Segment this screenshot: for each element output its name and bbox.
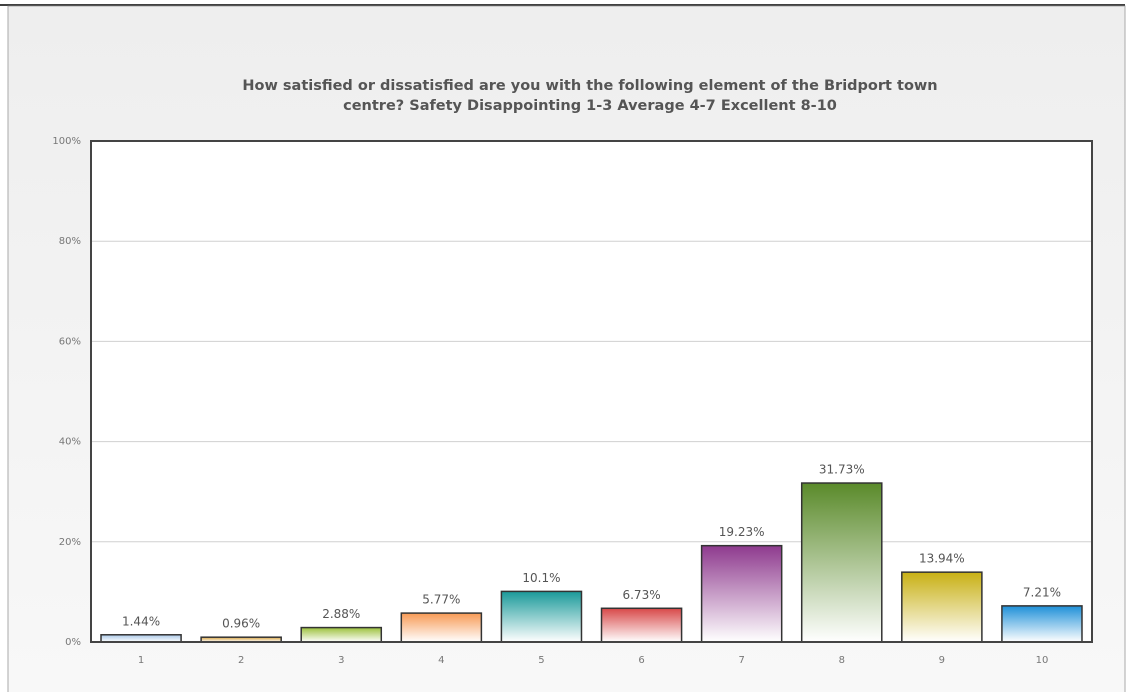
plot-area xyxy=(91,141,1092,642)
x-tick-label: 5 xyxy=(538,655,544,666)
value-label: 31.73% xyxy=(819,463,865,477)
x-tick-label: 1 xyxy=(138,655,144,666)
x-tick-label: 9 xyxy=(939,655,945,666)
x-tick-label: 6 xyxy=(638,655,644,666)
y-tick-label: 40% xyxy=(59,437,81,448)
x-tick-label: 10 xyxy=(1036,655,1049,666)
bar xyxy=(100,634,182,643)
x-tick-label: 2 xyxy=(238,655,244,666)
bar xyxy=(800,482,883,643)
y-tick-label: 60% xyxy=(59,336,81,347)
value-label: 6.73% xyxy=(622,588,660,602)
x-tick-label: 8 xyxy=(839,655,845,666)
chart-title: How satisfied or dissatisfied are you wi… xyxy=(242,78,937,94)
bar xyxy=(500,590,583,643)
value-label: 1.44% xyxy=(122,614,160,628)
x-tick-label: 4 xyxy=(438,655,444,666)
value-label: 2.88% xyxy=(322,607,360,621)
x-tick-label: 3 xyxy=(338,655,344,666)
bar xyxy=(300,626,383,643)
value-label: 7.21% xyxy=(1023,585,1061,599)
bar xyxy=(901,571,983,643)
value-label: 19.23% xyxy=(719,525,765,539)
value-label: 0.96% xyxy=(222,617,260,631)
value-label: 5.77% xyxy=(422,593,460,607)
value-label: 13.94% xyxy=(919,552,965,566)
bar xyxy=(700,544,783,643)
bar xyxy=(400,612,483,643)
y-tick-label: 100% xyxy=(52,136,81,147)
y-tick-label: 20% xyxy=(59,537,81,548)
chart-title: centre? Safety Disappointing 1-3 Average… xyxy=(343,98,837,114)
value-label: 10.1% xyxy=(522,571,560,585)
y-tick-label: 0% xyxy=(65,637,81,648)
plot-border xyxy=(90,140,1093,643)
bar xyxy=(1001,605,1083,643)
bar xyxy=(600,607,683,643)
x-tick-label: 7 xyxy=(738,655,744,666)
y-tick-label: 80% xyxy=(59,236,81,247)
